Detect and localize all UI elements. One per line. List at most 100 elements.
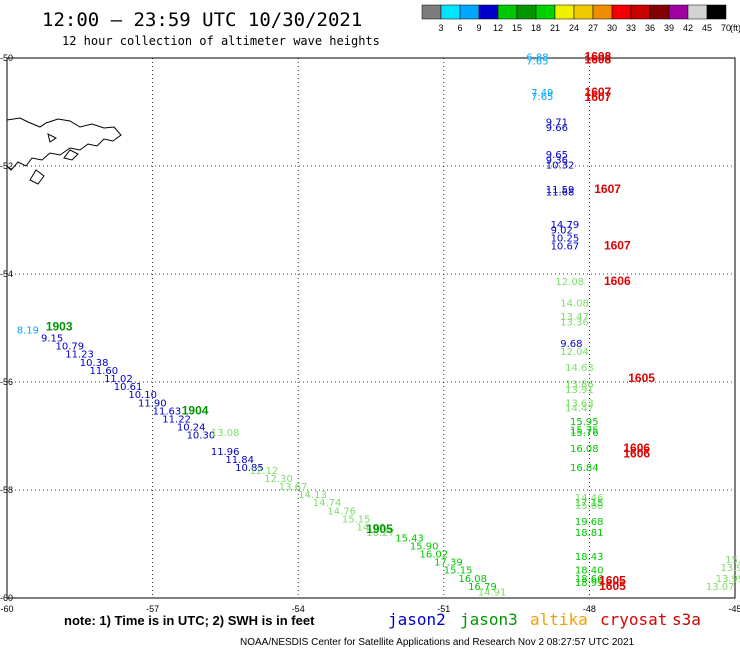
colorbar-swatch — [440, 4, 461, 20]
x-tick-label: -51 — [437, 604, 450, 614]
legend-entry-altika: altika — [530, 610, 588, 629]
swh-point-label: 13.36 — [560, 317, 589, 328]
colorbar-tick-label: 27 — [588, 23, 598, 33]
swh-point-label: 10.30 — [187, 431, 216, 442]
swh-point-label: 12.04 — [560, 347, 589, 358]
colorbar-swatch — [687, 4, 708, 20]
x-tick-label: -45 — [728, 604, 740, 614]
land-outline — [6, 117, 122, 185]
y-tick-label: -54 — [0, 269, 13, 279]
pass-time-label: 1905 — [366, 522, 393, 536]
pass-time-label: 1606 — [623, 447, 650, 461]
swh-point-label: 12.12 — [250, 466, 279, 477]
colorbar-swatch — [535, 4, 556, 20]
swh-point-label: 7.65 — [531, 92, 553, 103]
colorbar-tick-label: 9 — [476, 23, 481, 33]
colorbar-tick-label: 36 — [645, 23, 655, 33]
swh-point-label: 11.90 — [138, 398, 167, 409]
axis-tick-labels: -60 -57 -54 -51 -48 -45 -50 -52 -54 -56 -58 -60 — [0, 53, 740, 614]
swh-point-label: 6.88 — [526, 53, 548, 64]
swh-point-label: 15.95 — [570, 417, 599, 428]
swh-point-label: 13.47 — [560, 312, 589, 323]
swh-point-label: 9.66 — [546, 123, 568, 134]
pass-time-label: 1904 — [182, 403, 209, 417]
swh-point-label: 13.67 — [279, 482, 308, 493]
swh-point-label: 11.84 — [225, 455, 254, 466]
swh-point-label: 16.08 — [570, 444, 599, 455]
swh-point-label: 18.99 — [575, 578, 604, 589]
pass-time-label: 1605 — [599, 579, 626, 593]
y-tick-label: -58 — [0, 485, 13, 495]
swh-point-label: 15.75 — [570, 425, 599, 436]
colorbar-tick-label: 42 — [683, 23, 693, 33]
colorbar-swatch — [630, 4, 651, 20]
swh-point-label: 10.79 — [56, 342, 85, 353]
swh-point-label: 13.07 — [706, 582, 735, 593]
footer-note: note: 1) Time is in UTC; 2) SWH is in fe… — [64, 613, 315, 628]
colorbar-swatch — [554, 4, 575, 20]
swh-point-label: 11.22 — [162, 415, 191, 426]
colorbar-tick-label: 33 — [626, 23, 636, 33]
swh-point-label: 18.66 — [575, 574, 604, 585]
colorbar-tick-label: 45 — [702, 23, 712, 33]
swh-point-label: 13.91 — [565, 385, 594, 396]
wave-height-colorbar: 3 6 9 12 15 18 21 24 27 30 33 36 39 42 45 70(ft) — [421, 4, 740, 33]
swh-point-label: 14.63 — [565, 363, 594, 374]
swh-point-label: 7.65 — [526, 56, 548, 67]
chart-title: 12:00 – 23:59 UTC 10/30/2021 — [42, 9, 362, 31]
swh-point-label: 15.90 — [410, 541, 439, 552]
pass-time-label: 1607 — [585, 85, 612, 99]
swh-point-label: 11.68 — [546, 188, 575, 199]
pass-time-label: 1605 — [599, 574, 626, 588]
y-tick-label: -56 — [0, 377, 13, 387]
pass-time-label: 1903 — [46, 320, 73, 334]
legend-entry-jason3: jason3 — [460, 610, 518, 629]
pass-time-label: 1607 — [594, 182, 621, 196]
swh-point-label: 9.71 — [546, 118, 568, 129]
pass-time-label: 1606 — [623, 441, 650, 455]
footer-credit: NOAA/NESDIS Center for Satellite Applica… — [240, 637, 635, 648]
swh-point-label: 11.60 — [90, 366, 119, 377]
swh-point-label: 10.67 — [551, 242, 580, 253]
colorbar-swatch — [421, 4, 442, 20]
swh-point-label: 18.81 — [575, 528, 604, 539]
swh-point-label: 14.06 — [356, 523, 385, 534]
swh-point-label: 17.39 — [434, 558, 463, 569]
pass-time-label: 1606 — [604, 274, 631, 288]
colorbar-tick-label: 6 — [457, 23, 462, 33]
swh-point-label: 11.59 — [546, 185, 575, 196]
swh-point-label: 14.91 — [478, 587, 507, 598]
x-tick-label: -57 — [146, 604, 159, 614]
graticule-grid — [7, 58, 735, 598]
colorbar-swatch — [706, 4, 727, 20]
swh-point-label: 11.23 — [65, 350, 94, 361]
legend-entry-cryosat: cryosat — [600, 610, 667, 629]
pass-time-label: 1605 — [628, 371, 655, 385]
swh-point-label: 16.02 — [420, 550, 449, 561]
colorbar-tick-label: 24 — [569, 23, 579, 33]
swh-point-label: 14.74 — [313, 498, 342, 509]
swh-point-label: 10.61 — [114, 382, 143, 393]
swh-point-label: 10.32 — [546, 161, 575, 172]
swh-point-label: 14.76 — [327, 506, 356, 517]
swh-point-label: 10.10 — [128, 390, 157, 401]
swh-point-label: 10.38 — [80, 358, 109, 369]
swh-point-label: 15.00 — [575, 501, 604, 512]
swh-point-label: 11.63 — [153, 406, 182, 417]
swh-point-label: 15.21 — [725, 555, 740, 566]
colorbar-swatch — [459, 4, 480, 20]
swh-point-label: 7.49 — [531, 88, 553, 99]
time-labels: 1608160816071607160716071606160516061606… — [46, 50, 655, 593]
chart-subtitle: 12 hour collection of altimeter wave hei… — [62, 34, 380, 48]
swh-point-label: 14.08 — [560, 298, 589, 309]
swh-point-label: 14.46 — [575, 493, 604, 504]
colorbar-tick-label: 12 — [493, 23, 503, 33]
x-tick-label: -60 — [0, 604, 13, 614]
y-tick-label: -50 — [0, 53, 13, 63]
swh-point-label: 13.63 — [565, 398, 594, 409]
swh-point-label: 16.27 — [366, 528, 395, 539]
swh-point-label: 8.19 — [17, 325, 39, 336]
